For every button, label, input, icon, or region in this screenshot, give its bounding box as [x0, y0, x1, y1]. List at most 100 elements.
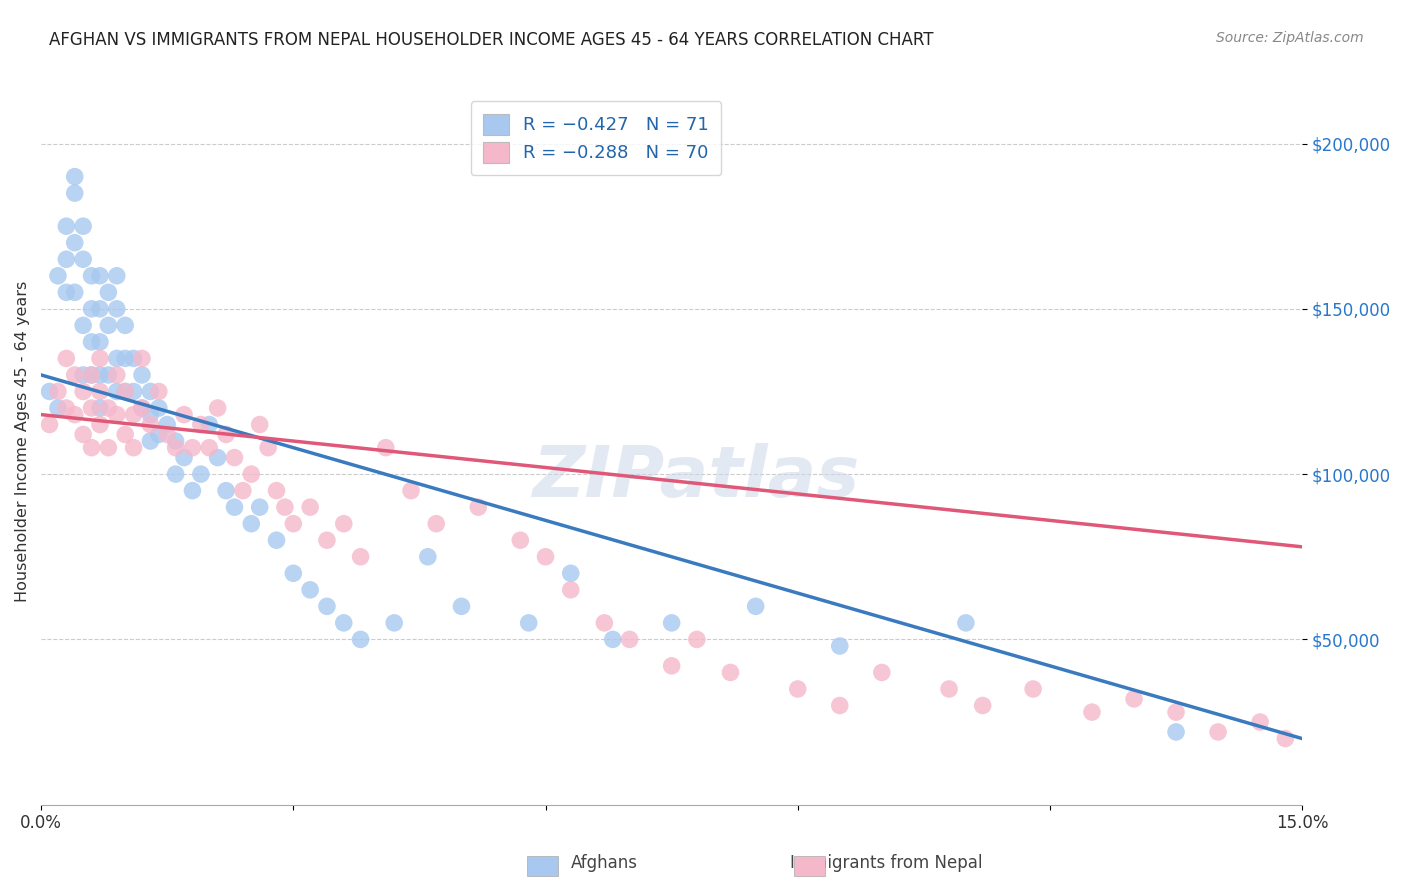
Text: AFGHAN VS IMMIGRANTS FROM NEPAL HOUSEHOLDER INCOME AGES 45 - 64 YEARS CORRELATIO: AFGHAN VS IMMIGRANTS FROM NEPAL HOUSEHOL… [49, 31, 934, 49]
Point [744, 599, 766, 614]
Point [661, 615, 683, 630]
Point [1081, 705, 1104, 719]
Point [80, 441, 103, 455]
Point [63, 368, 86, 382]
Point [517, 615, 540, 630]
Point [165, 434, 187, 448]
Point [139, 434, 162, 448]
Point [89, 417, 111, 432]
Point [131, 401, 153, 415]
Point [181, 483, 204, 498]
Point [215, 427, 238, 442]
Point [198, 417, 221, 432]
Point [55, 285, 77, 300]
Point [105, 268, 128, 283]
Point [828, 639, 851, 653]
Point [80, 334, 103, 349]
Point [38, 384, 60, 399]
Point [72, 427, 94, 442]
Point [46, 384, 69, 399]
Point [1123, 692, 1146, 706]
Point [80, 368, 103, 382]
Point [80, 401, 103, 415]
Text: Immigrants from Nepal: Immigrants from Nepal [790, 855, 981, 872]
Point [97, 318, 120, 333]
Point [619, 632, 641, 647]
Point [283, 566, 305, 581]
Point [165, 441, 187, 455]
Point [534, 549, 557, 564]
Point [416, 549, 439, 564]
Point [1274, 731, 1296, 746]
Point [602, 632, 624, 647]
Point [207, 450, 229, 465]
Point [89, 351, 111, 366]
Point [165, 467, 187, 482]
Point [955, 615, 977, 630]
Point [63, 285, 86, 300]
Point [139, 408, 162, 422]
Point [55, 252, 77, 267]
Point [266, 533, 288, 548]
Point [89, 301, 111, 316]
Point [240, 516, 263, 531]
Point [122, 351, 145, 366]
Point [224, 500, 246, 515]
Point [786, 681, 808, 696]
Point [316, 533, 339, 548]
Point [156, 427, 179, 442]
Point [1022, 681, 1045, 696]
Point [224, 450, 246, 465]
Point [80, 368, 103, 382]
Point [198, 441, 221, 455]
Point [97, 441, 120, 455]
Point [122, 384, 145, 399]
Point [467, 500, 489, 515]
Point [450, 599, 472, 614]
Text: Source: ZipAtlas.com: Source: ZipAtlas.com [1216, 31, 1364, 45]
Point [274, 500, 297, 515]
Point [240, 467, 263, 482]
Point [46, 268, 69, 283]
Point [283, 516, 305, 531]
Point [299, 500, 322, 515]
Point [560, 566, 582, 581]
Point [114, 384, 136, 399]
Point [399, 483, 422, 498]
Point [349, 632, 371, 647]
Point [173, 450, 195, 465]
Point [63, 169, 86, 184]
Point [55, 219, 77, 234]
Point [105, 351, 128, 366]
Point [207, 401, 229, 415]
Point [63, 186, 86, 201]
Point [316, 599, 339, 614]
Point [190, 417, 212, 432]
Point [89, 268, 111, 283]
Point [105, 368, 128, 382]
Point [97, 285, 120, 300]
Point [46, 401, 69, 415]
Point [1206, 725, 1229, 739]
Point [114, 318, 136, 333]
Point [72, 252, 94, 267]
Point [509, 533, 531, 548]
Point [89, 368, 111, 382]
Point [63, 235, 86, 250]
Point [266, 483, 288, 498]
Y-axis label: Householder Income Ages 45 - 64 years: Householder Income Ages 45 - 64 years [15, 280, 30, 602]
Point [114, 384, 136, 399]
Point [148, 427, 170, 442]
Point [80, 268, 103, 283]
Point [332, 615, 354, 630]
Point [139, 384, 162, 399]
Point [131, 351, 153, 366]
Point [560, 582, 582, 597]
Point [89, 401, 111, 415]
Point [173, 408, 195, 422]
Point [828, 698, 851, 713]
Point [156, 417, 179, 432]
Point [89, 384, 111, 399]
Point [63, 408, 86, 422]
Point [1249, 714, 1271, 729]
